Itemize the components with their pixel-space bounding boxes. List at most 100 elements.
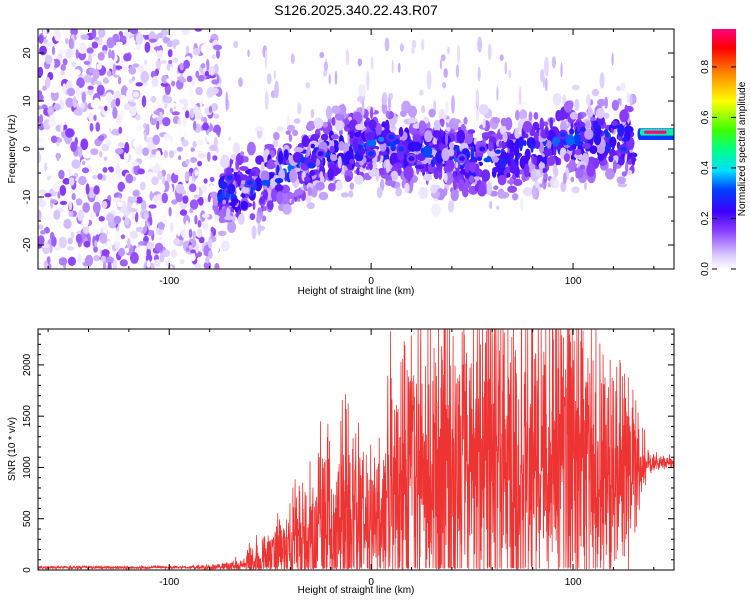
spectrogram-signal-blob xyxy=(514,127,520,139)
spectrogram-signal-blob xyxy=(219,181,228,190)
spectrogram-signal-blob xyxy=(612,160,617,174)
colorbar-axis: 0.0 0.2 0.4 0.6 0.8 xyxy=(700,60,736,276)
spectrogram-noise-blob xyxy=(155,150,161,159)
spectrogram-signal-blob xyxy=(422,173,433,181)
spectrogram-noise-blob xyxy=(89,211,96,219)
spectrogram-noise-blob xyxy=(60,70,65,76)
spectrogram-noise-blob xyxy=(114,231,121,243)
spectrogram-signal-blob xyxy=(523,187,533,197)
spectrogram-noise-blob xyxy=(195,86,203,96)
spectrogram-hotspot xyxy=(459,156,465,162)
spectrogram-noise-blob xyxy=(149,216,153,226)
spectrogram-noise-blob xyxy=(43,260,48,269)
spectrogram-noise-blob xyxy=(102,223,108,236)
spectrogram-noise-blob xyxy=(97,52,105,61)
spectrogram-noise-blob xyxy=(178,131,183,138)
spectrogram-noise-blob xyxy=(46,162,56,168)
spectrogram-noise-blob xyxy=(82,202,91,213)
spectrogram-signal-blob xyxy=(516,101,527,107)
spectrogram-signal-blob xyxy=(340,192,350,198)
spectrogram-noise-blob xyxy=(82,152,92,159)
spectrogram-noise-blob xyxy=(209,65,215,76)
spectrogram-noise-blob xyxy=(106,174,115,184)
spectrogram-signal-blob xyxy=(468,175,475,184)
spectrogram-noise-blob xyxy=(210,103,219,112)
spectrogram-noise-blob xyxy=(165,96,173,104)
colorbar-label: Normalized spectral amplitude xyxy=(737,81,748,216)
spectrogram-hotspot xyxy=(398,146,405,152)
spectrogram-streak xyxy=(328,73,331,85)
spectrogram-noise-blob xyxy=(132,176,137,182)
spectrogram-signal-blob xyxy=(276,190,284,205)
spectrogram-streak xyxy=(383,97,386,105)
spectrogram-noise-blob xyxy=(99,232,108,244)
spectrogram-noise-blob xyxy=(184,171,190,182)
spectrogram-noise-blob xyxy=(114,70,121,76)
spectrogram-hotspot xyxy=(368,151,375,157)
spectrogram-noise-blob xyxy=(78,175,87,186)
spectrogram-noise-blob xyxy=(186,75,193,83)
spectrogram-noise-blob xyxy=(57,137,63,143)
spectrogram-noise-blob xyxy=(85,254,94,267)
spectrogram-signal-blob xyxy=(626,92,630,104)
spectrogram-noise-blob xyxy=(120,110,124,122)
spectrogram-signal-blob xyxy=(359,160,365,166)
spectrogram-signal-blob xyxy=(313,133,320,140)
spectrogram-noise-blob xyxy=(38,34,44,44)
spectrogram-signal-blob xyxy=(310,108,315,119)
spectrogram-noise-blob xyxy=(41,243,50,248)
spectrogram-signal-blob xyxy=(579,164,586,170)
spectrogram-noise-blob xyxy=(102,167,108,173)
spectrogram-signal-blob xyxy=(589,145,598,155)
spectrogram-noise-blob xyxy=(87,85,94,90)
spectrogram-noise-blob xyxy=(154,259,161,267)
spectrogram-noise-blob xyxy=(53,209,61,220)
spectrogram-signal-blob xyxy=(535,169,541,177)
spectrogram-noise-blob xyxy=(135,114,141,121)
spectrogram-signal-blob xyxy=(574,98,580,111)
spectrogram-noise-blob xyxy=(56,152,60,162)
spectrogram-noise-blob xyxy=(47,263,52,269)
spectrogram-signal-blob xyxy=(309,170,316,176)
spectrogram-noise-blob xyxy=(208,238,213,249)
spectrogram-streak xyxy=(357,58,362,67)
spectrogram-signal-blob xyxy=(307,186,313,196)
spectrogram-noise-blob xyxy=(195,139,204,146)
spectrogram-streak xyxy=(361,98,365,117)
spectrogram-signal-blob xyxy=(464,133,474,145)
spectrogram-noise-blob xyxy=(169,136,174,143)
spectrogram-noise-blob xyxy=(124,142,130,154)
spectrogram-noise-blob xyxy=(115,97,121,107)
spectrogram-signal-blob xyxy=(448,148,455,157)
spectrogram-signal-blob xyxy=(571,84,580,91)
spectrogram-signal-blob xyxy=(544,125,549,138)
spectrogram-signal-blob xyxy=(334,118,344,131)
spectrogram-noise-blob xyxy=(38,261,42,268)
spectrogram-noise-blob xyxy=(132,190,140,197)
spectrogram-noise-blob xyxy=(168,59,173,65)
spectrogram-streak xyxy=(426,70,432,90)
spectrogram-streak xyxy=(399,43,404,52)
spectrogram-signal-blob xyxy=(220,154,230,169)
spectrogram-noise-blob xyxy=(83,74,92,83)
spectrogram-noise-blob xyxy=(196,185,200,198)
spectrogram-streak xyxy=(499,54,504,61)
spectrogram-noise-blob xyxy=(169,265,174,269)
spectrogram-noise-blob xyxy=(168,206,172,217)
y-tick-label: 500 xyxy=(22,510,33,527)
spectrogram-noise-blob xyxy=(130,161,139,167)
spectrogram-noise-blob xyxy=(62,58,68,66)
spectrogram-noise-blob xyxy=(72,69,81,76)
spectrogram-signal-blob xyxy=(548,155,556,164)
spectrogram-noise-blob xyxy=(125,216,130,226)
spectrogram-signal-blob xyxy=(523,140,527,147)
spectrogram-streak xyxy=(274,80,279,99)
spectrogram-noise-blob xyxy=(42,138,46,144)
spectrogram-noise-blob xyxy=(71,193,76,201)
spectrogram-noise-blob xyxy=(143,211,149,220)
spectrogram-noise-blob xyxy=(45,42,54,47)
spectrogram-noise-blob xyxy=(128,104,137,117)
spectrogram-streak xyxy=(440,54,446,62)
spectrogram-signal-blob xyxy=(330,134,339,140)
spectrogram-marks xyxy=(38,29,674,269)
